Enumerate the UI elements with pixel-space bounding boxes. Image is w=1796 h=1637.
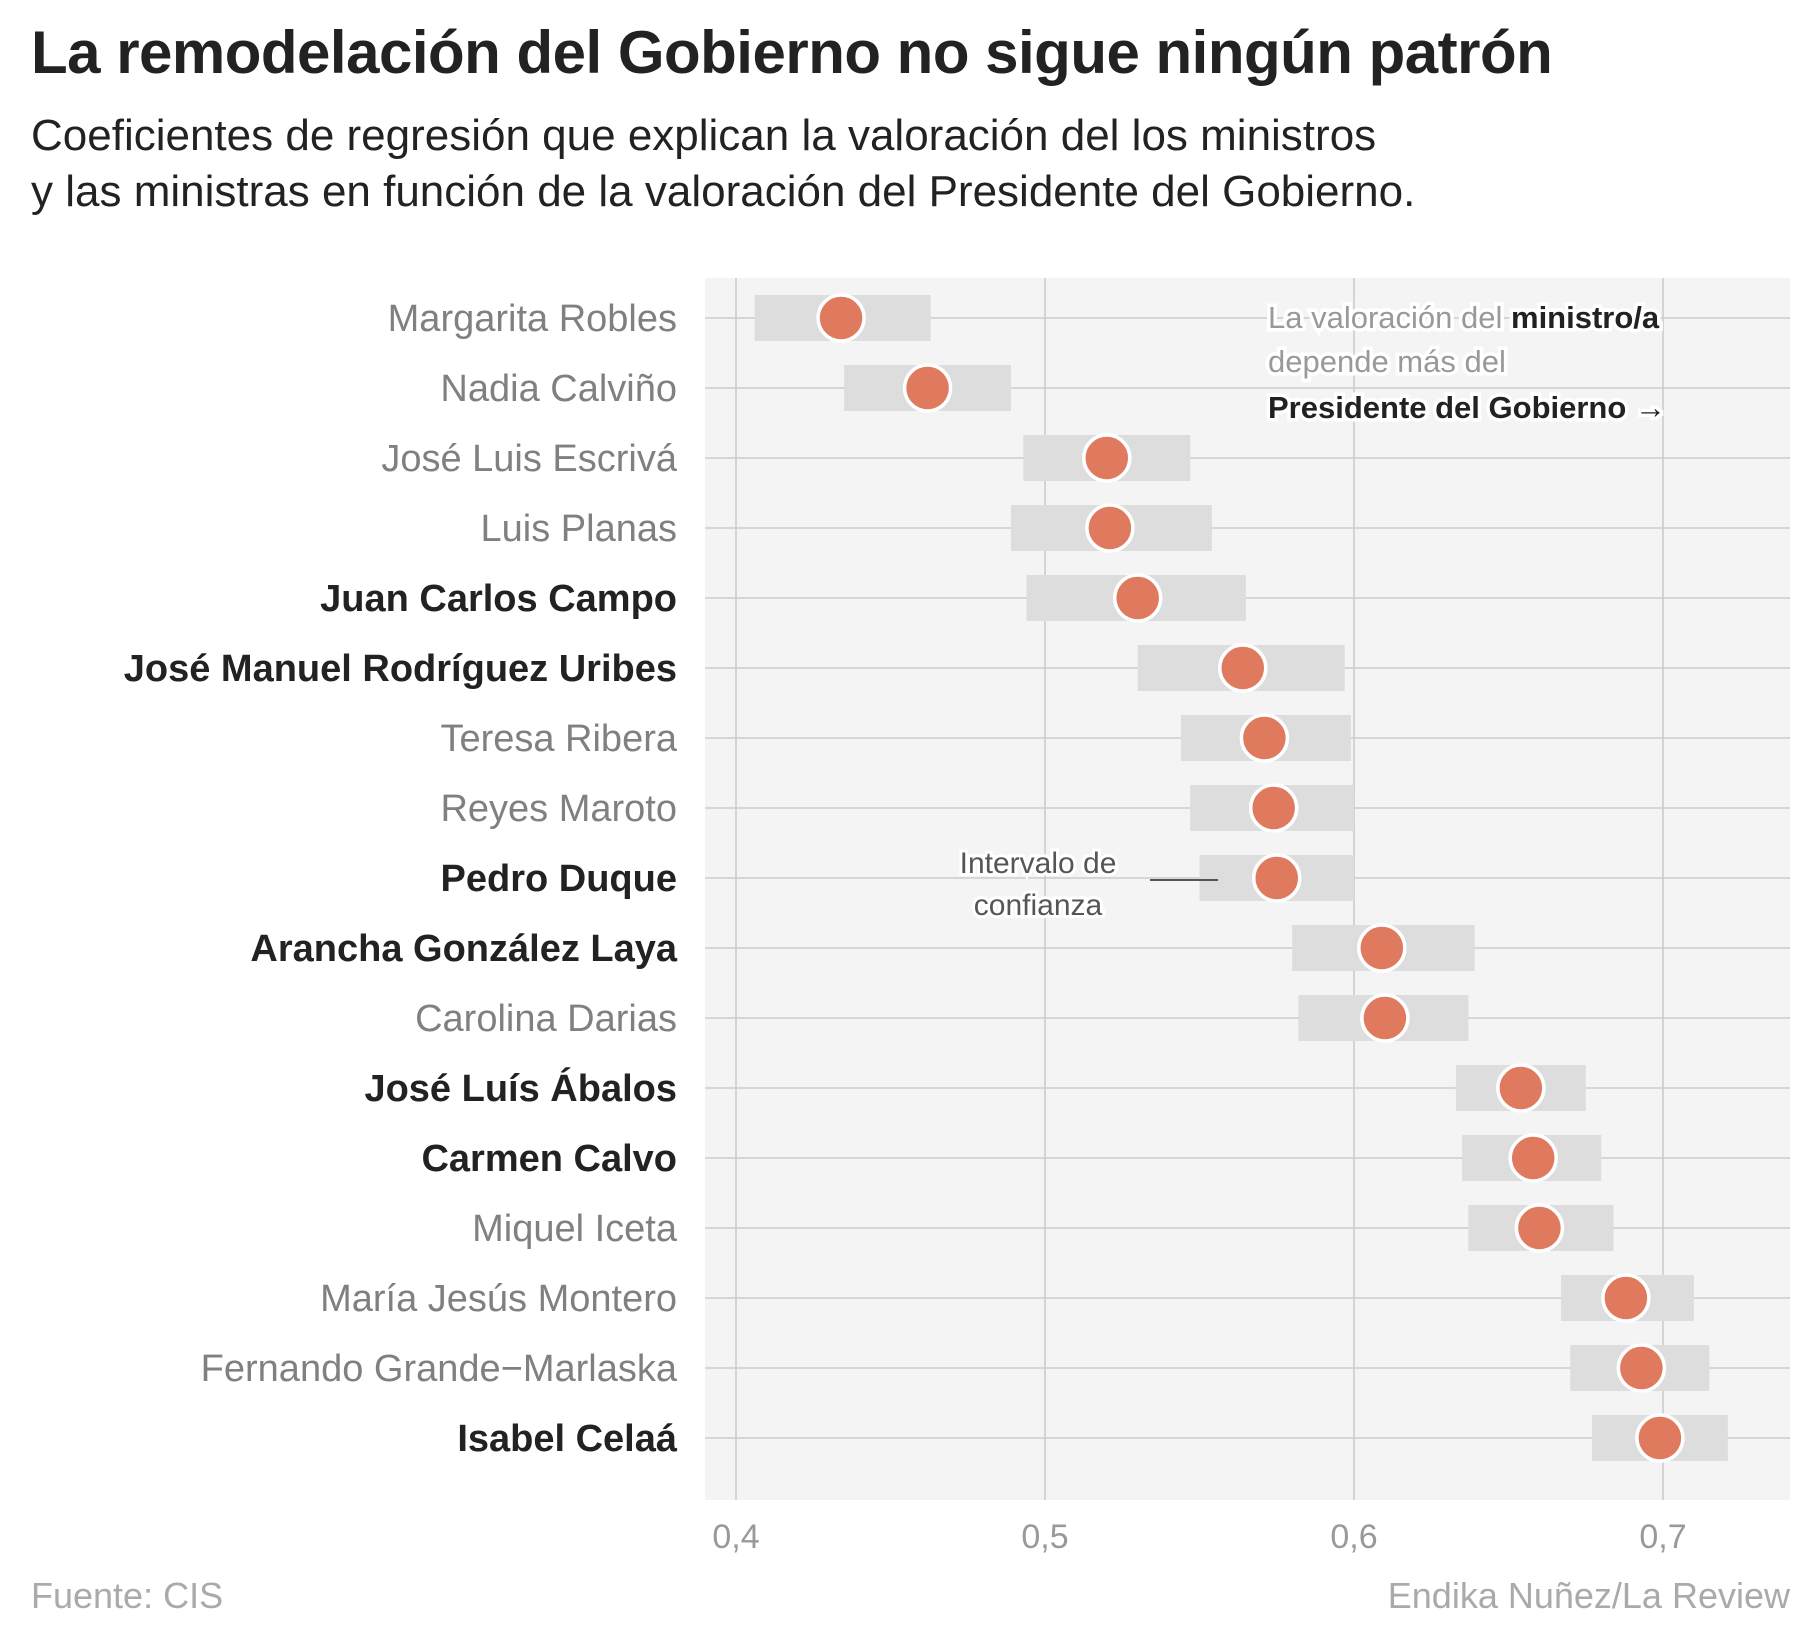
minister-label: Miquel Iceta [472, 1208, 678, 1250]
coefficient-point [1218, 643, 1268, 693]
minister-label: Juan Carlos Campo [320, 578, 677, 620]
coefficient-point [1112, 573, 1163, 623]
note-line-1-regular: La valoración del [1268, 300, 1511, 335]
coefficient-point [1601, 1273, 1651, 1323]
minister-label: Isabel Celaá [457, 1418, 678, 1460]
source-note: Fuente: CIS [31, 1575, 224, 1616]
coefficient-point [1514, 1203, 1565, 1253]
minister-label: Luis Planas [481, 508, 677, 550]
coefficient-point [1239, 713, 1290, 763]
chart-subtitle: Coeficientes de regresión que explican l… [31, 108, 1415, 220]
coefficient-point [1360, 993, 1410, 1043]
x-tick-label: 0,5 [1021, 1518, 1068, 1556]
coefficient-point [1082, 433, 1132, 483]
coefficient-point [1248, 783, 1299, 833]
subtitle-line-2: y las ministras en función de la valorac… [31, 167, 1416, 216]
note-line-1-bold: ministro/a [1511, 300, 1660, 335]
subtitle-line-1: Coeficientes de regresión que explican l… [31, 111, 1377, 160]
chart-title: La remodelación del Gobierno no sigue ni… [31, 19, 1553, 86]
coefficient-point [902, 363, 953, 413]
minister-label: Teresa Ribera [440, 718, 677, 760]
minister-label: Margarita Robles [388, 298, 677, 340]
coefficient-point [816, 293, 866, 343]
coefficient-point [1508, 1133, 1558, 1183]
minister-label: María Jesús Montero [320, 1278, 677, 1320]
minister-label: Nadia Calviño [440, 368, 677, 410]
credit-note: Endika Nuñez/La Review [1387, 1575, 1790, 1616]
dot-plot-chart: Margarita Robles Nadia Calviño José Luis E… [124, 278, 1790, 1556]
ci-annotation-line-1: Intervalo de [960, 847, 1117, 880]
coefficient-point [1252, 853, 1302, 903]
minister-label: José Manuel Rodríguez Uribes [124, 648, 677, 690]
minister-label: Pedro Duque [441, 858, 677, 900]
ci-annotation-line-2: confianza [974, 889, 1103, 922]
minister-label: Arancha González Laya [250, 928, 677, 970]
minister-label: Reyes Maroto [440, 788, 677, 830]
note-line-3: Presidente del Gobierno → [1268, 390, 1666, 425]
coefficient-point [1357, 923, 1407, 973]
minister-label: José Luís Ábalos [364, 1066, 677, 1110]
minister-label: Carmen Calvo [421, 1138, 677, 1180]
x-tick-label: 0,6 [1330, 1518, 1377, 1556]
minister-label: Fernando Grande−Marlaska [201, 1348, 678, 1390]
x-tick-label: 0,4 [712, 1518, 759, 1556]
coefficient-point [1085, 503, 1135, 553]
minister-label: Carolina Darias [415, 998, 677, 1040]
coefficient-point [1496, 1063, 1546, 1113]
note-line-2: depende más del [1268, 344, 1506, 379]
coefficient-point [1616, 1343, 1667, 1393]
minister-label: José Luis Escrivá [381, 438, 678, 480]
x-tick-label: 0,7 [1639, 1518, 1686, 1556]
note-line-1: La valoración del ministro/a [1268, 300, 1660, 335]
coefficient-point [1635, 1413, 1685, 1463]
